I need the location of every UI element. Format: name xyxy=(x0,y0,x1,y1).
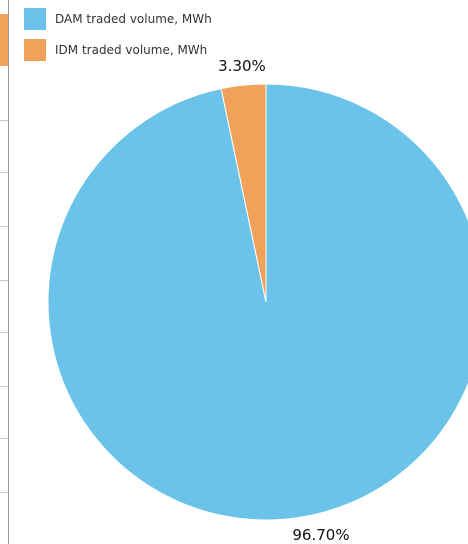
table-header-cell xyxy=(0,14,8,66)
table-row-divider xyxy=(0,226,8,227)
table-row-divider xyxy=(0,438,8,439)
legend-swatch-idm xyxy=(24,39,46,61)
table-row-divider xyxy=(0,492,8,493)
slice-label-idm: 3.30% xyxy=(218,57,266,75)
table-row-divider xyxy=(0,332,8,333)
pie-slice-idm xyxy=(220,83,267,303)
table-row-divider xyxy=(0,172,8,173)
legend-label-dam: DAM traded volume, MWh xyxy=(55,12,212,26)
table-edge xyxy=(0,0,9,544)
table-row-divider xyxy=(0,120,8,121)
slice-label-dam: 96.70% xyxy=(292,526,349,544)
table-row-divider xyxy=(0,280,8,281)
pie-slice-dam xyxy=(47,83,468,521)
legend-label-idm: IDM traded volume, MWh xyxy=(55,43,208,57)
legend-swatch-dam xyxy=(24,8,46,30)
table-row-divider xyxy=(0,386,8,387)
